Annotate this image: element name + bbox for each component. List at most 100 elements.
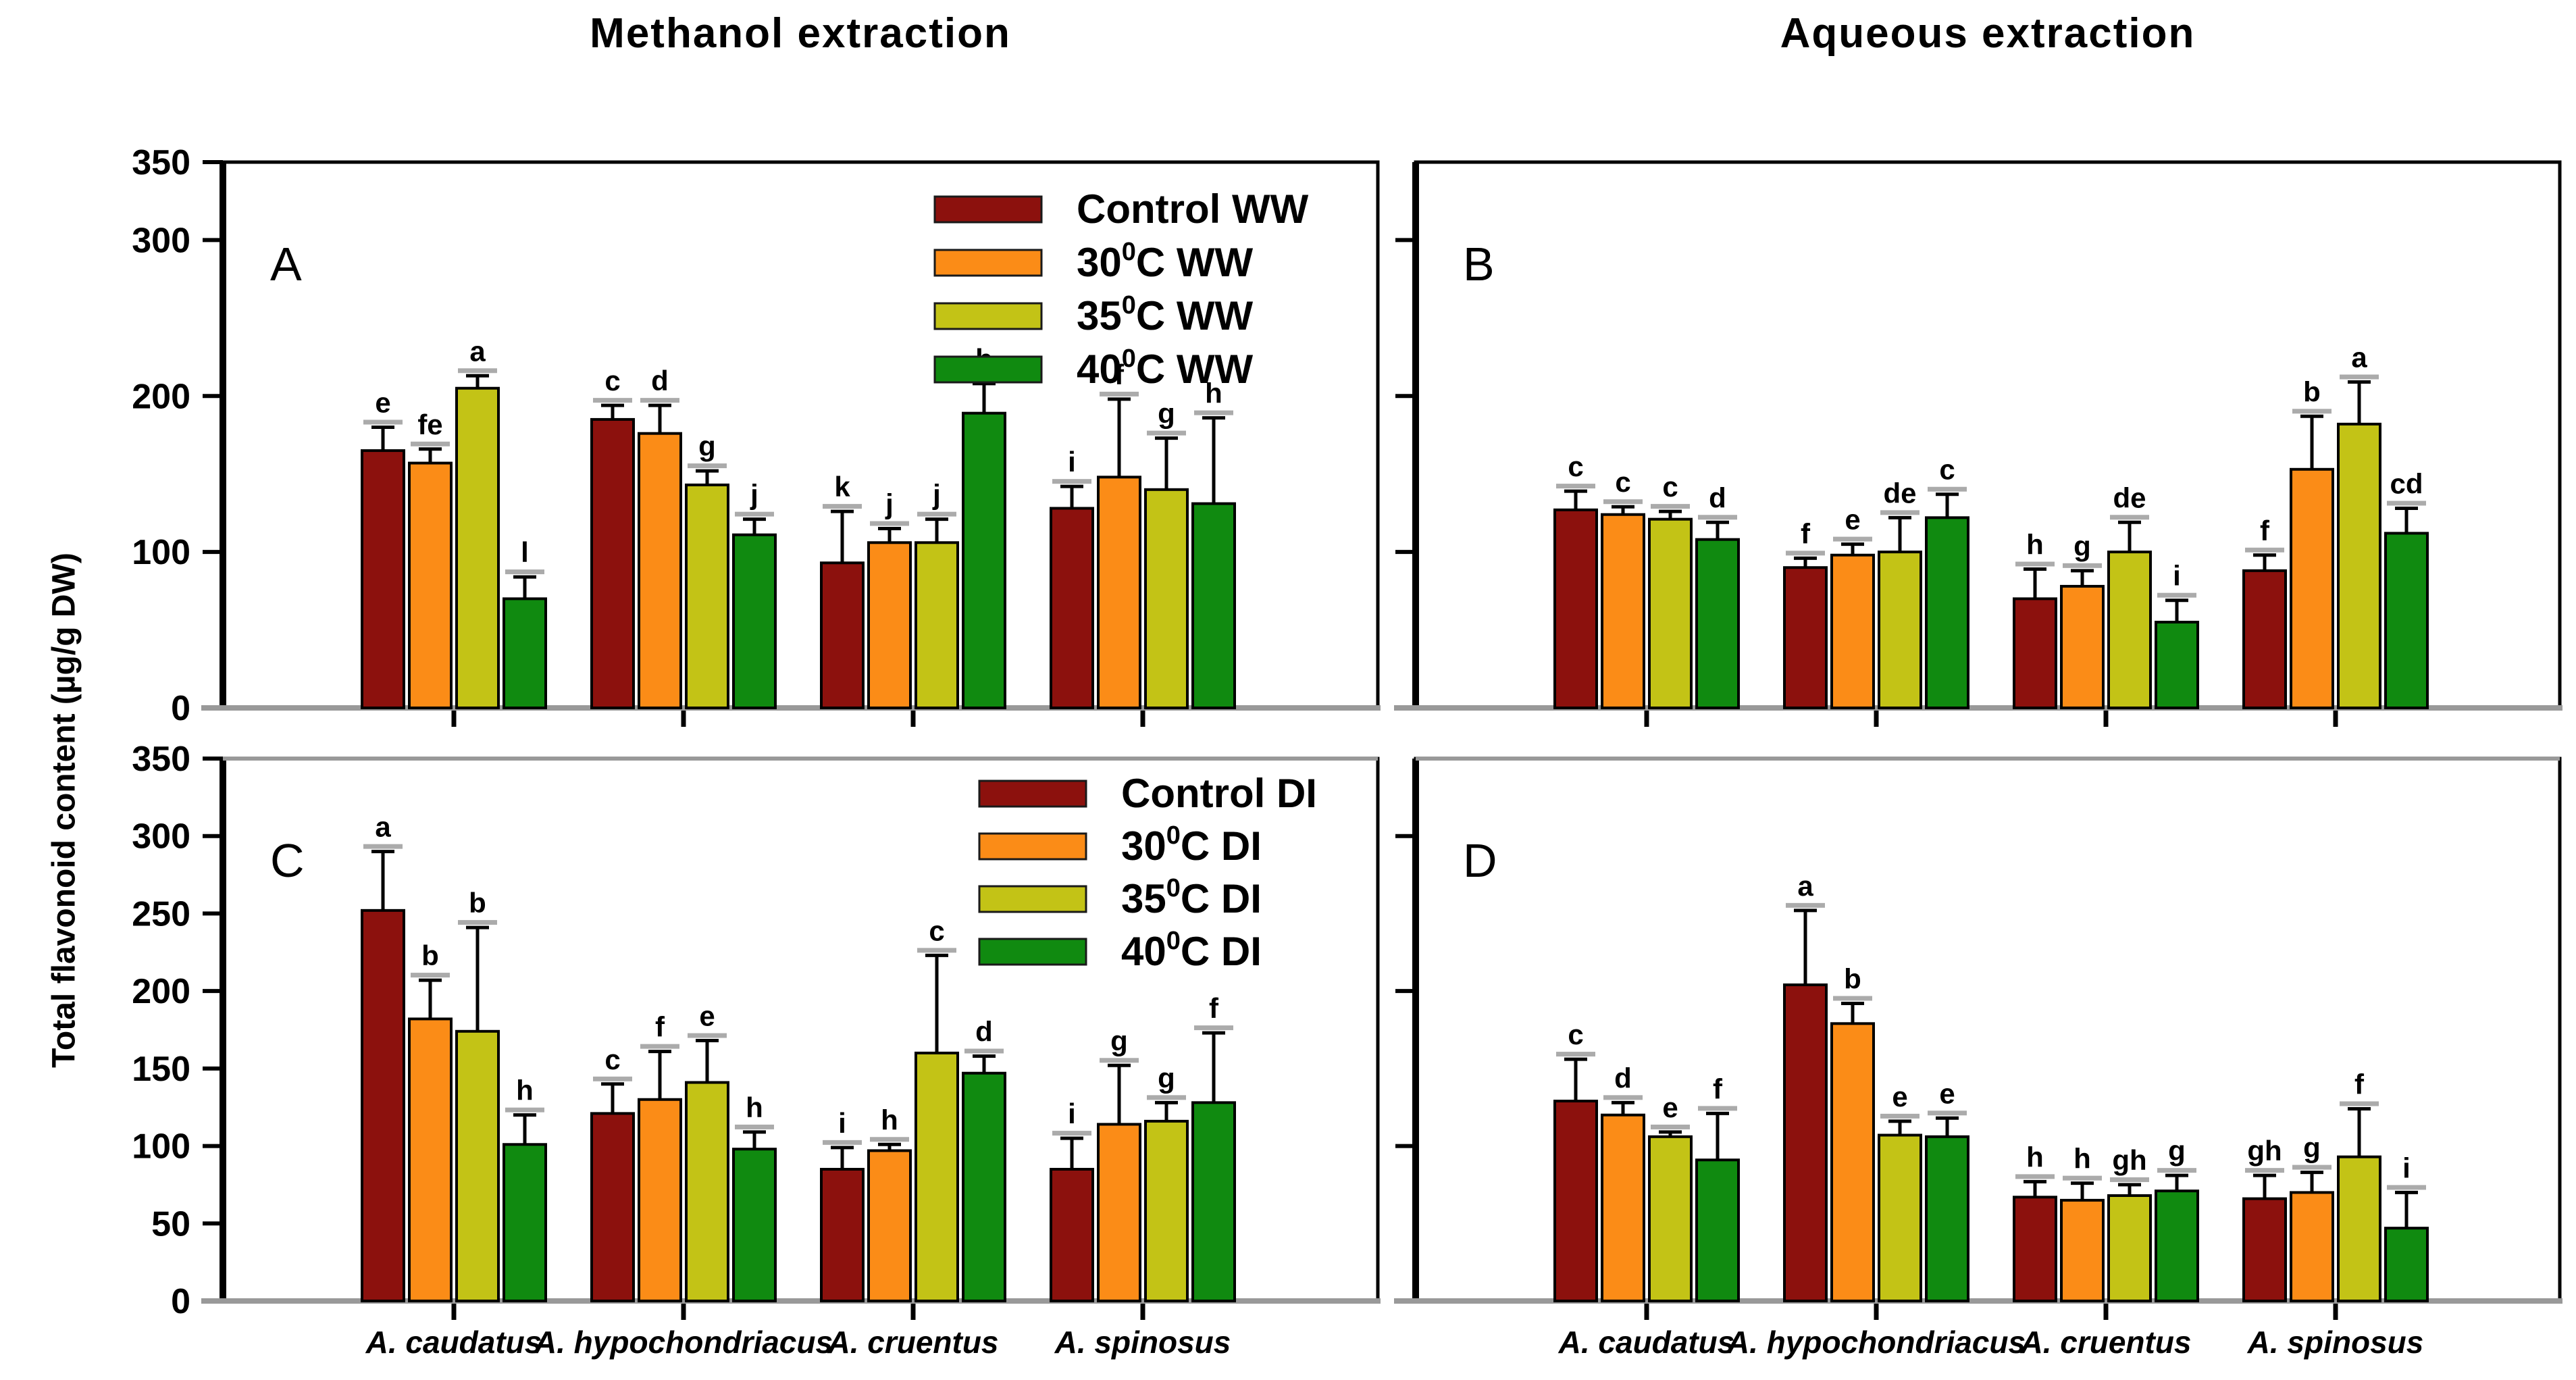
bar-B-s2-c0	[1648, 517, 1693, 709]
sig-letter: cd	[2390, 468, 2423, 500]
bar-D-s1-c3	[2290, 1191, 2334, 1303]
error-cap-gray	[1928, 486, 1967, 492]
legend-swatch	[933, 249, 1043, 277]
legend-swatch	[978, 832, 1087, 861]
bar-D-s0-c0	[1553, 1100, 1598, 1302]
species-label: A. cruentus	[2019, 1325, 2191, 1360]
sig-letter: g	[1158, 398, 1175, 430]
sig-letter: e	[699, 1000, 715, 1032]
panel-A: 0100200300350eckifedjfagjgljbhAControl W…	[132, 143, 1381, 728]
bar-D-s1-c2	[2060, 1198, 2105, 1303]
species-label: A. caudatus	[1558, 1325, 1735, 1360]
sig-letter: a	[469, 335, 486, 367]
y-tick-label: 350	[132, 143, 190, 182]
panel-letter: A	[270, 238, 302, 290]
bar-A-s0-c2	[820, 561, 865, 709]
y-axis-title: Total flavonoid content (µg/g DW)	[46, 553, 82, 1068]
species-label: A. hypochondriacus	[534, 1325, 833, 1360]
sig-letter: a	[375, 811, 391, 843]
sig-letter: f	[1801, 517, 1811, 549]
sig-letter: i	[1068, 1098, 1076, 1129]
sig-letter: de	[1883, 477, 1916, 509]
sig-letter: h	[2026, 1141, 2044, 1173]
bar-B-s1-c0	[1601, 513, 1645, 709]
sig-letter: h	[516, 1075, 534, 1106]
bar-C-s3-c3	[1191, 1101, 1236, 1302]
bar-B-s0-c2	[2013, 597, 2057, 710]
sig-letter: gh	[2112, 1144, 2146, 1176]
sig-letter: e	[1845, 504, 1860, 536]
y-tick-label: 350	[132, 740, 190, 779]
y-tick-label: 0	[171, 1282, 190, 1321]
error-cap-gray	[2387, 1185, 2426, 1190]
error-cap-gray	[1556, 1052, 1595, 1057]
sig-letter: j	[932, 479, 941, 511]
error-cap-gray	[1651, 1124, 1690, 1129]
sig-letter: i	[1068, 446, 1076, 478]
sig-letter: b	[421, 940, 439, 971]
error-cap-gray	[458, 920, 497, 925]
sig-letter: k	[834, 471, 850, 503]
bar-C-s2-c2	[915, 1051, 959, 1303]
bar-A-s1-c2	[867, 541, 912, 710]
bar-B-s0-c0	[1553, 508, 1598, 709]
error-cap-gray	[1100, 1058, 1139, 1063]
error-cap-gray	[1698, 1106, 1737, 1111]
bar-A-s3-c3	[1191, 502, 1236, 709]
sig-letter: f	[1713, 1073, 1723, 1104]
species-label: A. cruentus	[827, 1325, 998, 1360]
legend-A: Control WW 300C WW 350C WW 400C WW	[933, 186, 1309, 392]
bar-D-s0-c3	[2242, 1197, 2287, 1302]
sig-letter: c	[1568, 1019, 1583, 1050]
sig-letter: d	[651, 365, 669, 397]
error-cap-gray	[2063, 563, 2102, 568]
aqueous-extraction-title: Aqueous extraction	[1780, 10, 2196, 57]
sig-letter: f	[2260, 515, 2270, 546]
error-cap-gray	[1194, 1025, 1233, 1031]
sig-letter: fe	[417, 409, 442, 440]
sig-letter: h	[881, 1104, 898, 1135]
bar-C-s2-c0	[455, 1029, 500, 1303]
error-cap-gray	[1052, 479, 1091, 484]
panel-letter: C	[270, 834, 305, 887]
sig-letter: f	[2354, 1069, 2365, 1100]
sig-letter: e	[1892, 1081, 1907, 1113]
bar-C-s0-c3	[1050, 1167, 1094, 1302]
bar-D-s3-c3	[2384, 1227, 2429, 1303]
sig-letter: g	[1110, 1025, 1128, 1056]
error-cap-gray	[2063, 1175, 2102, 1181]
error-cap-gray	[1603, 1095, 1643, 1100]
error-cap-gray	[735, 511, 774, 517]
error-cap-gray	[1147, 1095, 1186, 1100]
error-cap-gray	[363, 844, 403, 849]
error-cap-gray	[1603, 499, 1643, 505]
sig-letter: de	[2113, 482, 2146, 513]
bar-B-s3-c1	[1925, 516, 1969, 710]
sig-letter: h	[1205, 378, 1222, 409]
error-cap-gray	[505, 569, 544, 575]
error-cap-gray	[2015, 561, 2055, 567]
bar-D-s0-c1	[1783, 983, 1828, 1302]
y-tick-label: 100	[132, 1127, 190, 1167]
bar-D-s1-c1	[1830, 1022, 1875, 1303]
y-tick-label: 50	[151, 1204, 190, 1244]
error-cap-gray	[1786, 902, 1825, 908]
bar-B-s2-c3	[2337, 422, 2381, 710]
sig-letter: h	[2026, 529, 2044, 561]
bar-C-s2-c1	[685, 1081, 729, 1303]
y-tick-label: 300	[132, 221, 190, 260]
sig-letter: l	[521, 536, 529, 568]
error-cap-gray	[593, 398, 632, 403]
bar-A-s0-c0	[361, 449, 405, 709]
y-tick-label: 0	[171, 689, 190, 728]
bar-C-s1-c3	[1097, 1123, 1141, 1302]
sig-letter: b	[469, 887, 486, 919]
sig-letter: c	[1662, 471, 1678, 503]
legend-label: Control DI	[1121, 771, 1317, 816]
bar-A-s3-c1	[732, 533, 777, 710]
bar-C-s1-c2	[867, 1149, 912, 1303]
sig-letter: c	[604, 1044, 620, 1075]
error-cap-gray	[870, 1137, 909, 1142]
error-cap-gray	[688, 1033, 727, 1038]
error-cap-gray	[688, 463, 727, 469]
